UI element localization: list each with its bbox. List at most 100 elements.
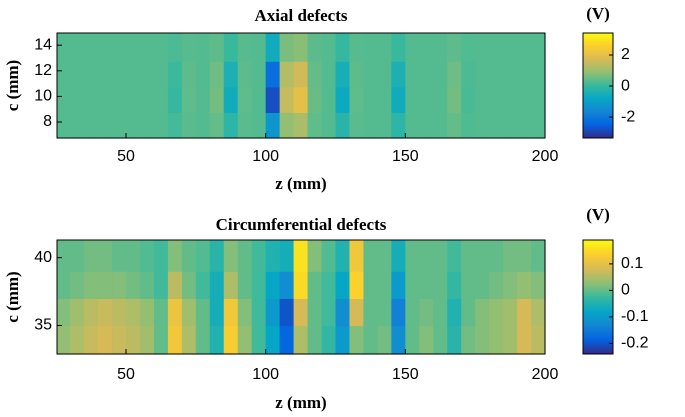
y-tick-label: 10: [34, 88, 52, 105]
heatmap-cell: [503, 33, 518, 62]
heatmap-cell: [405, 33, 420, 62]
heatmap-cell: [321, 298, 337, 327]
colorbar-tick-label: -0.1: [621, 308, 649, 325]
heatmap-cell: [349, 271, 365, 299]
heatmap-cell: [153, 33, 169, 62]
heatmap-cell: [209, 298, 225, 327]
heatmap-cell: [279, 112, 295, 139]
heatmap-cell: [265, 240, 281, 272]
heatmap-cell: [447, 112, 462, 139]
colorbar: [582, 239, 614, 355]
heatmap-cell: [335, 112, 351, 139]
heatmap-cell: [112, 240, 127, 272]
heatmap-cell: [475, 86, 490, 113]
heatmap-cell: [209, 325, 225, 355]
heatmap-cell: [489, 33, 504, 62]
heatmap-cell: [70, 61, 85, 88]
heatmap-cell: [209, 86, 225, 113]
heatmap-cell: [251, 325, 267, 355]
heatmap-cell: [307, 112, 323, 139]
heatmap-cell: [363, 33, 378, 62]
heatmap-cell: [293, 112, 309, 139]
heatmap-cell: [167, 240, 183, 272]
heatmap-cell: [377, 240, 392, 272]
heatmap-cell: [153, 86, 169, 113]
heatmap-cell: [251, 112, 267, 139]
y-tick-label: 8: [43, 113, 52, 130]
heatmap-cell: [531, 112, 546, 139]
heatmap-cell: [139, 240, 155, 272]
heatmap-cell: [209, 112, 225, 139]
heatmap-cell: [181, 271, 197, 299]
heatmap-cell: [391, 240, 406, 272]
heatmap-cell: [321, 325, 337, 355]
heatmap-cell: [405, 240, 420, 272]
heatmap-cell: [237, 61, 253, 88]
heatmap-cell: [349, 298, 365, 327]
heatmap-cell: [167, 112, 183, 139]
heatmap-cell: [153, 61, 169, 88]
heatmap-cell: [84, 61, 99, 88]
heatmap-cell: [265, 61, 281, 88]
heatmap-cell: [279, 271, 295, 299]
heatmap-cell: [363, 61, 378, 88]
heatmap-cell: [461, 240, 476, 272]
heatmap-cell: [531, 271, 546, 299]
heatmap-cell: [181, 298, 197, 327]
heatmap-cell: [112, 112, 127, 139]
heatmap-cell: [433, 61, 448, 88]
heatmap-cell: [237, 86, 253, 113]
heatmap-cell: [447, 240, 462, 272]
x-tick-label: 50: [117, 366, 135, 383]
heatmap-cell: [57, 86, 71, 113]
heatmap-cell: [517, 298, 532, 327]
heatmap-cell: [98, 86, 113, 113]
heatmap-cell: [251, 298, 267, 327]
heatmap-cell: [251, 33, 267, 62]
heatmap-cell: [153, 325, 169, 355]
heatmap-cell: [475, 240, 490, 272]
heatmap-cell: [223, 33, 239, 62]
heatmap-cell: [377, 325, 392, 355]
heatmap-cell: [84, 86, 99, 113]
heatmap-cell: [112, 61, 127, 88]
heatmap-cell: [307, 240, 323, 272]
heatmap-cell: [419, 240, 434, 272]
heatmap-cell: [209, 271, 225, 299]
heatmap-cell: [391, 298, 406, 327]
heatmap-cell: [70, 86, 85, 113]
heatmap-cell: [349, 33, 365, 62]
x-tick-label: 50: [117, 148, 135, 165]
heatmap-cell: [363, 298, 378, 327]
heatmap-cell: [447, 61, 462, 88]
heatmap-cell: [181, 112, 197, 139]
heatmap-cell: [517, 325, 532, 355]
heatmap-cell: [57, 298, 71, 327]
heatmap-cell: [531, 240, 546, 272]
heatmap-cell: [321, 33, 337, 62]
heatmap-cell: [335, 298, 351, 327]
heatmap-cell: [461, 86, 476, 113]
heatmap-cell: [125, 112, 141, 139]
heatmap-cell: [139, 325, 155, 355]
heatmap-cell: [70, 271, 85, 299]
heatmap-cell: [391, 86, 406, 113]
colorbar-tick-label: -2: [621, 108, 635, 125]
heatmap-cell: [363, 240, 378, 272]
y-axis-label: c (mm): [3, 60, 22, 111]
heatmap-cell: [405, 86, 420, 113]
heatmap-cell: [335, 325, 351, 355]
heatmap-cell: [433, 240, 448, 272]
heatmap-cell: [489, 86, 504, 113]
heatmap-cell: [153, 271, 169, 299]
heatmap-cell: [391, 61, 406, 88]
heatmap-cell: [251, 271, 267, 299]
colorbar-tick-label: 0: [621, 77, 630, 94]
heatmap-cell: [363, 271, 378, 299]
heatmap-cell: [447, 325, 462, 355]
heatmap-cell: [349, 86, 365, 113]
heatmap-cell: [112, 33, 127, 62]
heatmap-cell: [475, 112, 490, 139]
heatmap-cell: [489, 325, 504, 355]
heatmap-cell: [265, 325, 281, 355]
